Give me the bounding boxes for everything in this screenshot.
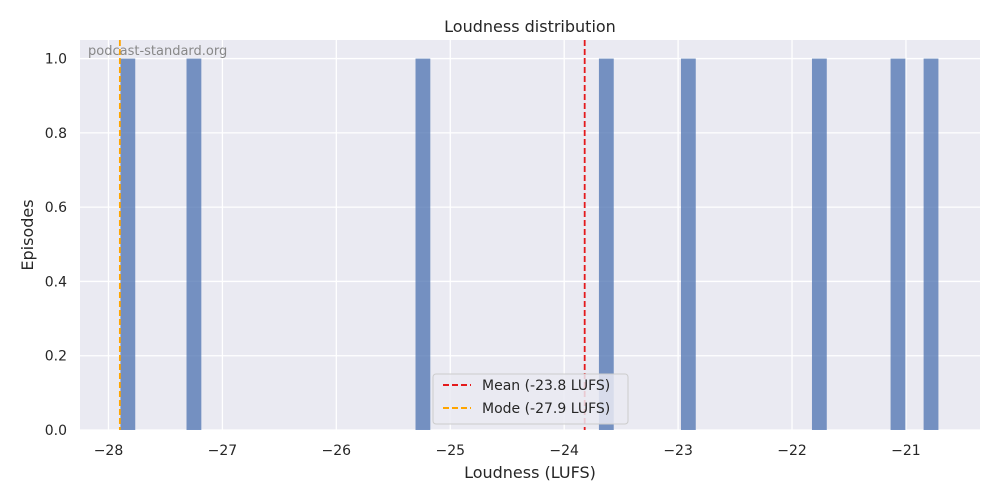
y-axis-ticks: 0.0 0.2 0.4 0.6 0.8 1.0: [45, 52, 67, 439]
plot-area: [80, 40, 980, 430]
histogram-bars: [120, 58, 939, 430]
histogram-bar: [890, 58, 906, 430]
x-tick-label: −24: [549, 443, 579, 459]
x-tick-label: −28: [94, 443, 124, 459]
histogram-bar: [120, 58, 136, 430]
histogram-bar: [680, 58, 696, 430]
x-tick-label: −21: [891, 443, 921, 459]
y-tick-label: 1.0: [45, 52, 67, 68]
x-tick-label: −26: [322, 443, 352, 459]
y-tick-label: 0.2: [45, 349, 67, 365]
y-tick-label: 0.8: [45, 126, 67, 142]
y-tick-label: 0.0: [45, 423, 67, 439]
histogram-bar: [415, 58, 431, 430]
x-tick-label: −25: [435, 443, 465, 459]
legend-box: [432, 373, 629, 425]
histogram-bar: [923, 58, 939, 430]
histogram-bar: [186, 58, 202, 430]
reference-lines: [118, 40, 586, 430]
legend-mode-label: Mode (-27.9 LUFS): [482, 401, 610, 417]
legend: Mean (-23.8 LUFS) Mode (-27.9 LUFS): [432, 373, 629, 425]
x-tick-label: −22: [777, 443, 807, 459]
x-axis-label: Loudness (LUFS): [464, 463, 596, 482]
x-axis-ticks: −28 −27 −26 −25 −24 −23 −22 −21: [94, 443, 921, 459]
y-axis-label: Episodes: [18, 199, 37, 270]
legend-mean-label: Mean (-23.8 LUFS): [482, 378, 610, 394]
y-tick-label: 0.6: [45, 200, 67, 216]
histogram-bar: [811, 58, 827, 430]
y-tick-label: 0.4: [45, 274, 67, 290]
x-tick-label: −23: [663, 443, 693, 459]
watermark: podcast-standard.org: [88, 44, 227, 59]
grid-lines: [80, 40, 980, 431]
chart-title: Loudness distribution: [444, 17, 616, 36]
x-tick-label: −27: [208, 443, 238, 459]
histogram-bar: [598, 58, 614, 430]
